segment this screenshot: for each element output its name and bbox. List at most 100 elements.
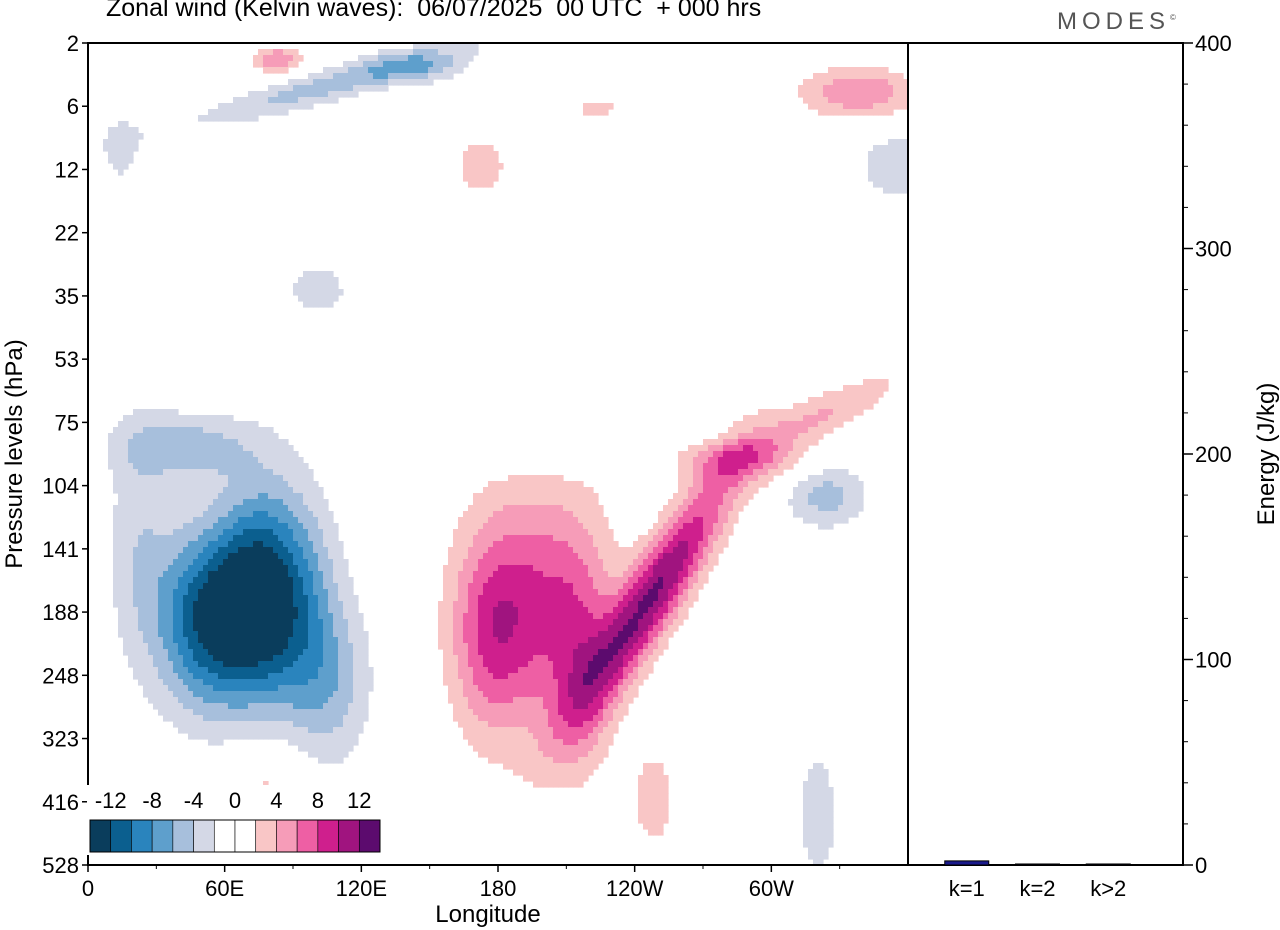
- heatmap-cell: [218, 625, 224, 632]
- heatmap-cell: [753, 439, 759, 446]
- heatmap-cell: [853, 397, 859, 404]
- heatmap-cell: [263, 469, 269, 476]
- heatmap-cell: [278, 547, 284, 554]
- heatmap-cell: [273, 595, 279, 602]
- heatmap-cell: [293, 673, 299, 680]
- heatmap-cell: [668, 523, 674, 530]
- heatmap-cell: [458, 529, 464, 536]
- heatmap-cell: [208, 703, 214, 710]
- heatmap-cell: [488, 181, 494, 188]
- heatmap-cell: [273, 559, 279, 566]
- heatmap-cell: [673, 595, 679, 602]
- heatmap-cell: [128, 457, 134, 464]
- heatmap-cell: [138, 655, 144, 662]
- heatmap-cell: [738, 445, 744, 452]
- heatmap-cell: [488, 529, 494, 536]
- heatmap-cell: [333, 679, 339, 686]
- heatmap-cell: [358, 625, 364, 632]
- heatmap-cell: [238, 511, 244, 518]
- heatmap-cell: [253, 529, 259, 536]
- heatmap-cell: [843, 487, 849, 494]
- heatmap-cell: [353, 61, 359, 68]
- heatmap-cell: [768, 427, 774, 434]
- heatmap-cell: [573, 535, 579, 542]
- heatmap-cell: [183, 667, 189, 674]
- heatmap-cell: [198, 649, 204, 656]
- heatmap-cell: [808, 403, 814, 410]
- heatmap-cell: [463, 565, 469, 572]
- heatmap-cell: [323, 517, 329, 524]
- heatmap-cell: [888, 169, 894, 176]
- heatmap-cell: [528, 673, 534, 680]
- heatmap-cell: [293, 493, 299, 500]
- heatmap-cell: [233, 493, 239, 500]
- heatmap-cell: [663, 625, 669, 632]
- heatmap-cell: [603, 103, 609, 110]
- heatmap-cell: [668, 577, 674, 584]
- heatmap-cell: [598, 511, 604, 518]
- heatmap-cell: [323, 553, 329, 560]
- heatmap-cell: [448, 661, 454, 668]
- heatmap-cell: [518, 577, 524, 584]
- heatmap-cell: [303, 553, 309, 560]
- heatmap-cell: [443, 73, 449, 80]
- chart-title: Zonal wind (Kelvin waves): 06/07/2025 00…: [106, 0, 762, 22]
- heatmap-cell: [628, 667, 634, 674]
- heatmap-cell: [703, 457, 709, 464]
- heatmap-cell: [313, 553, 319, 560]
- heatmap-cell: [678, 499, 684, 506]
- heatmap-cell: [158, 661, 164, 668]
- heatmap-cell: [653, 553, 659, 560]
- heatmap-cell: [798, 499, 804, 506]
- heatmap-cell: [808, 421, 814, 428]
- heatmap-cell: [583, 109, 589, 116]
- heatmap-cell: [843, 91, 849, 98]
- heatmap-cell: [208, 589, 214, 596]
- heatmap-cell: [313, 493, 319, 500]
- heatmap-cell: [533, 493, 539, 500]
- heatmap-cell: [308, 517, 314, 524]
- heatmap-cell: [348, 703, 354, 710]
- heatmap-cell: [473, 169, 479, 176]
- heatmap-cell: [513, 637, 519, 644]
- heatmap-cell: [633, 613, 639, 620]
- heatmap-cell: [193, 451, 199, 458]
- heatmap-cell: [153, 433, 159, 440]
- heatmap-cell: [278, 637, 284, 644]
- heatmap-cell: [823, 409, 829, 416]
- heatmap-cell: [683, 571, 689, 578]
- heatmap-cell: [798, 481, 804, 488]
- heatmap-cell: [808, 487, 814, 494]
- heatmap-cell: [553, 523, 559, 530]
- heatmap-cell: [798, 91, 804, 98]
- heatmap-cell: [478, 541, 484, 548]
- heatmap-cell: [883, 163, 889, 170]
- heatmap-cell: [543, 547, 549, 554]
- heatmap-cell: [338, 559, 344, 566]
- heatmap-cell: [168, 649, 174, 656]
- heatmap-cell: [493, 523, 499, 530]
- heatmap-cell: [588, 667, 594, 674]
- heatmap-cell: [258, 481, 264, 488]
- heatmap-cell: [428, 79, 434, 86]
- heatmap-cell: [248, 553, 254, 560]
- heatmap-cell: [318, 553, 324, 560]
- heatmap-cell: [488, 577, 494, 584]
- heatmap-cell: [833, 109, 839, 116]
- heatmap-cell: [773, 457, 779, 464]
- heatmap-cell: [498, 163, 504, 170]
- heatmap-cell: [308, 529, 314, 536]
- heatmap-cell: [838, 499, 844, 506]
- heatmap-cell: [318, 685, 324, 692]
- heatmap-cell: [123, 631, 129, 638]
- heatmap-cell: [168, 553, 174, 560]
- heatmap-cell: [883, 379, 889, 386]
- heatmap-cell: [848, 91, 854, 98]
- heatmap-cell: [468, 601, 474, 608]
- heatmap-cell: [903, 157, 909, 164]
- heatmap-cell: [233, 613, 239, 620]
- heatmap-cell: [448, 667, 454, 674]
- heatmap-cell: [718, 493, 724, 500]
- heatmap-cell: [723, 433, 729, 440]
- heatmap-cell: [588, 499, 594, 506]
